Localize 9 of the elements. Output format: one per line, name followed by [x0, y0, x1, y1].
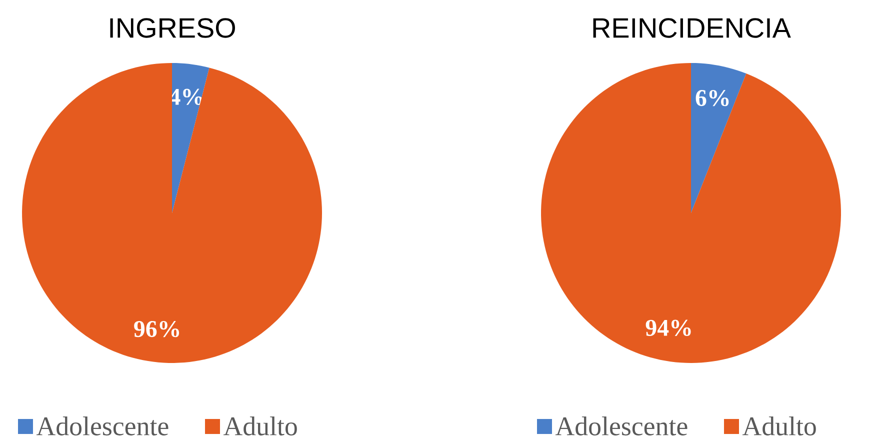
legend-label: Adolescente — [555, 416, 688, 436]
legend-label: Adulto — [742, 416, 816, 436]
data-label: 94% — [646, 320, 691, 336]
legend-label: Adolescente — [36, 416, 168, 436]
chart-title: INGRESO — [110, 18, 235, 38]
data-label: 6% — [696, 90, 729, 106]
chart-title: REINCIDENCIA — [593, 18, 791, 38]
legend-label: Adulto — [223, 416, 297, 436]
data-label: 96% — [134, 320, 180, 338]
